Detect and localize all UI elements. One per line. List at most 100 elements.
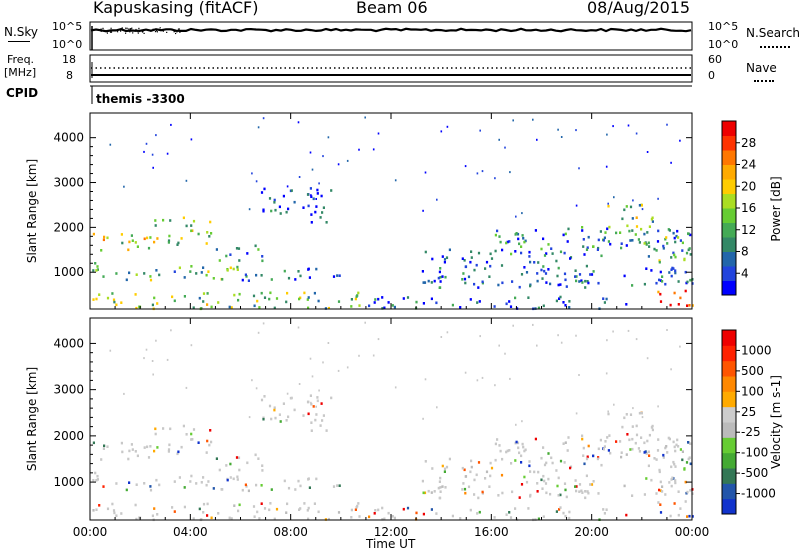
velocity-cell	[656, 449, 660, 452]
velocity-cell	[262, 417, 265, 421]
velocity-cell	[476, 379, 479, 382]
velocity-colorbar-tick-label: 500	[741, 364, 764, 378]
power-cell	[274, 208, 277, 212]
power-ytick-label: 1000	[53, 265, 84, 279]
noise-strip	[89, 21, 693, 51]
velocity-cell	[149, 445, 152, 448]
power-cell	[545, 281, 548, 284]
velocity-cell	[670, 478, 673, 481]
power-cell	[557, 266, 560, 270]
velocity-cell	[585, 474, 588, 478]
power-colorbar-tick-label: 16	[741, 201, 756, 215]
power-cell	[664, 237, 667, 241]
power-cell	[461, 257, 464, 260]
power-cell	[659, 292, 662, 296]
velocity-cell	[263, 395, 266, 398]
velocity-cell	[464, 491, 467, 495]
power-cell	[527, 296, 530, 299]
power-cell	[314, 210, 317, 214]
velocity-cell	[209, 429, 212, 432]
velocity-cell	[310, 401, 312, 404]
power-cell	[645, 243, 648, 246]
power-cell	[310, 195, 313, 198]
velocity-cell	[248, 416, 251, 419]
velocity-cell	[514, 507, 517, 510]
power-cell	[316, 192, 319, 195]
power-cell	[596, 248, 599, 251]
velocity-cell	[128, 481, 131, 484]
velocity-cell	[337, 369, 340, 372]
velocity-colorbar-swatch	[722, 437, 736, 454]
velocity-cell	[620, 451, 623, 454]
power-cell	[612, 125, 614, 128]
velocity-cell	[190, 438, 193, 441]
velocity-cell	[597, 492, 600, 495]
power-cell	[233, 293, 236, 297]
power-cell	[605, 297, 608, 301]
velocity-cell	[111, 502, 114, 506]
velocity-cell	[563, 482, 567, 485]
power-cell	[131, 239, 134, 242]
velocity-cell	[443, 467, 447, 471]
velocity-cell	[542, 446, 545, 449]
velocity-cell	[587, 491, 590, 495]
noise-search-dot	[109, 31, 112, 33]
power-cell	[656, 240, 660, 243]
power-cell	[518, 285, 521, 289]
velocity-cell	[669, 514, 672, 518]
power-cell	[153, 240, 156, 244]
velocity-cell	[205, 451, 208, 454]
velocity-cell	[153, 449, 156, 453]
power-cell	[677, 280, 680, 283]
velocity-cell	[689, 442, 692, 445]
power-cell	[287, 276, 291, 280]
velocity-cell	[568, 516, 571, 520]
power-cell	[585, 264, 588, 268]
power-cell	[167, 239, 171, 242]
power-cell	[586, 280, 589, 283]
velocity-cell	[615, 440, 618, 443]
velocity-cell	[676, 438, 679, 442]
velocity-colorbar-tick-label: -1000	[741, 487, 776, 501]
power-cell	[647, 255, 650, 258]
velocity-cell	[679, 345, 681, 348]
power-cell	[430, 297, 433, 301]
velocity-cell	[236, 475, 239, 479]
velocity-cell	[297, 326, 300, 329]
velocity-cell	[208, 443, 211, 447]
power-cell	[569, 257, 572, 260]
velocity-cell	[310, 421, 313, 424]
power-cell	[592, 245, 595, 248]
velocity-cell	[286, 392, 289, 395]
velocity-cell	[422, 417, 424, 420]
velocity-cell	[613, 403, 615, 406]
velocity-cell	[657, 405, 659, 408]
noise-search-dot	[142, 31, 144, 33]
power-cell	[422, 209, 424, 212]
velocity-cell	[230, 517, 233, 520]
power-cell	[147, 246, 151, 250]
power-cell	[96, 268, 99, 271]
velocity-colorbar-swatch	[722, 360, 736, 377]
velocity-cell	[508, 449, 511, 452]
power-cell	[256, 299, 259, 303]
velocity-cell	[575, 485, 578, 488]
power-cell	[136, 245, 139, 248]
velocity-cell	[661, 485, 664, 488]
velocity-cell	[672, 460, 675, 464]
velocity-cell	[584, 490, 587, 493]
freq-left-tick-bottom: 8	[66, 69, 73, 82]
velocity-cell	[136, 454, 139, 458]
velocity-cell	[504, 352, 506, 355]
power-cell	[237, 298, 240, 302]
velocity-cell	[182, 424, 185, 428]
velocity-cell	[320, 402, 323, 405]
velocity-cell	[120, 441, 123, 445]
power-cell	[584, 279, 587, 283]
power-cell	[439, 267, 442, 270]
velocity-cell	[679, 448, 682, 451]
power-cell	[439, 276, 442, 279]
power-cell	[613, 196, 615, 199]
velocity-cell	[609, 451, 612, 455]
velocity-cell	[635, 433, 639, 437]
